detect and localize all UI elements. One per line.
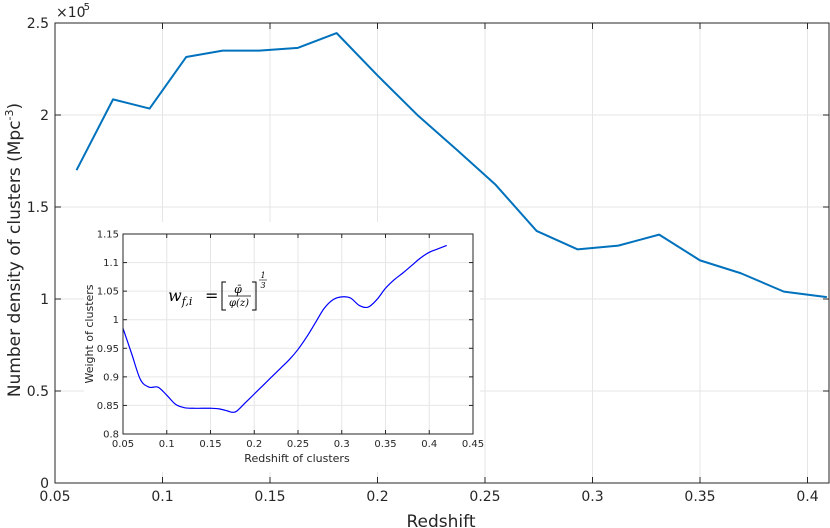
main-exponent-power: -5 [80, 2, 90, 13]
main-x-tick-label-7: 0.4 [796, 489, 818, 505]
main-x-ticks: 0.05 0.1 0.15 0.2 0.25 0.3 0.35 0.4 [39, 23, 819, 505]
formula-subscript: f,i [181, 295, 193, 308]
main-x-tick-label-3: 0.2 [366, 489, 388, 505]
formula-exponent-numerator: 1 [260, 271, 265, 280]
main-x-tick-label-5: 0.3 [581, 489, 603, 505]
formula-denominator: φ(z) [229, 298, 249, 309]
inset-x-tick-label-6: 0.35 [374, 439, 396, 450]
weight-formula: wf,i = φ̄ φ(z) 1 3 [168, 271, 267, 311]
inset-x-tick-label-5: 0.3 [334, 439, 350, 450]
main-x-tick-label-4: 0.25 [469, 489, 500, 505]
main-y-tick-label-3: 1.5 [27, 200, 49, 216]
main-x-tick-label-2: 0.15 [254, 489, 285, 505]
main-axes-box [54, 22, 830, 484]
formula-lhs: wf,i [168, 286, 192, 308]
inset-x-tick-label-8: 0.45 [462, 439, 484, 450]
inset-x-tick-label-3: 0.2 [246, 439, 262, 450]
inset-x-tick-label-0: 0.05 [112, 439, 134, 450]
inset-series [122, 244, 447, 413]
inset-y-tick-label-5: 1.05 [97, 287, 119, 298]
main-y-tick-label-0: 0 [40, 476, 49, 492]
inset-x-axis-label: Redshift of clusters [244, 452, 350, 465]
inset-chart: 0.05 0.1 0.15 0.2 0.25 0.3 0.35 0.4 0.45 0.8 0.85… [83, 222, 484, 472]
main-axes [54, 22, 830, 484]
formula-numerator: φ̄ [234, 283, 242, 296]
inset-x-tick-label-7: 0.4 [421, 439, 437, 450]
main-y-axis-label: Number density of clusters (Mpc-3) [3, 103, 25, 397]
main-y-axis-label-text: Number density of clusters (Mpc [5, 120, 25, 397]
inset-y-ticks: 0.8 0.85 0.9 0.95 1 1.05 1.1 1.15 [97, 230, 473, 441]
inset-y-tick-label-0: 0.8 [103, 430, 119, 441]
main-y-axis-label-close: ) [5, 103, 25, 110]
inset-x-tick-label-1: 0.1 [159, 439, 175, 450]
main-y-tick-label-2: 1 [40, 292, 49, 308]
formula-right-bracket [252, 281, 257, 311]
formula-equals: = [205, 286, 218, 305]
main-y-tick-label-1: 0.5 [27, 384, 49, 400]
main-x-tick-label-6: 0.35 [684, 489, 715, 505]
inset-y-tick-label-4: 1 [113, 315, 119, 326]
main-y-axis-label-sup: -3 [3, 109, 16, 120]
main-exponent-base: ×10 [56, 5, 86, 21]
inset-y-tick-label-3: 0.95 [97, 344, 119, 355]
inset-x-ticks: 0.05 0.1 0.15 0.2 0.25 0.3 0.35 0.4 0.45 [112, 234, 484, 450]
inset-x-tick-label-2: 0.15 [199, 439, 221, 450]
main-x-tick-label-1: 0.1 [151, 489, 173, 505]
inset-y-tick-label-6: 1.1 [103, 258, 119, 269]
formula-w: w [168, 286, 182, 305]
main-series [75, 32, 827, 299]
main-y-tick-label-4: 2 [40, 108, 49, 124]
main-x-tick-label-0: 0.05 [39, 489, 70, 505]
inset-y-tick-label-7: 1.15 [97, 230, 119, 241]
formula-exponent-denominator: 3 [260, 281, 265, 290]
inset-x-tick-label-4: 0.25 [287, 439, 309, 450]
inset-y-tick-label-2: 0.9 [103, 372, 119, 383]
main-y-ticks: 0 0.5 1 1.5 2 2.5 [27, 16, 829, 492]
inset-y-axis-label: Weight of clusters [83, 284, 96, 383]
main-series-line [75, 32, 827, 299]
main-x-axis-label: Redshift [406, 512, 475, 528]
main-y-tick-label-5: 2.5 [27, 16, 49, 32]
formula-left-bracket [221, 281, 226, 311]
inset-y-tick-label-1: 0.85 [97, 401, 119, 412]
